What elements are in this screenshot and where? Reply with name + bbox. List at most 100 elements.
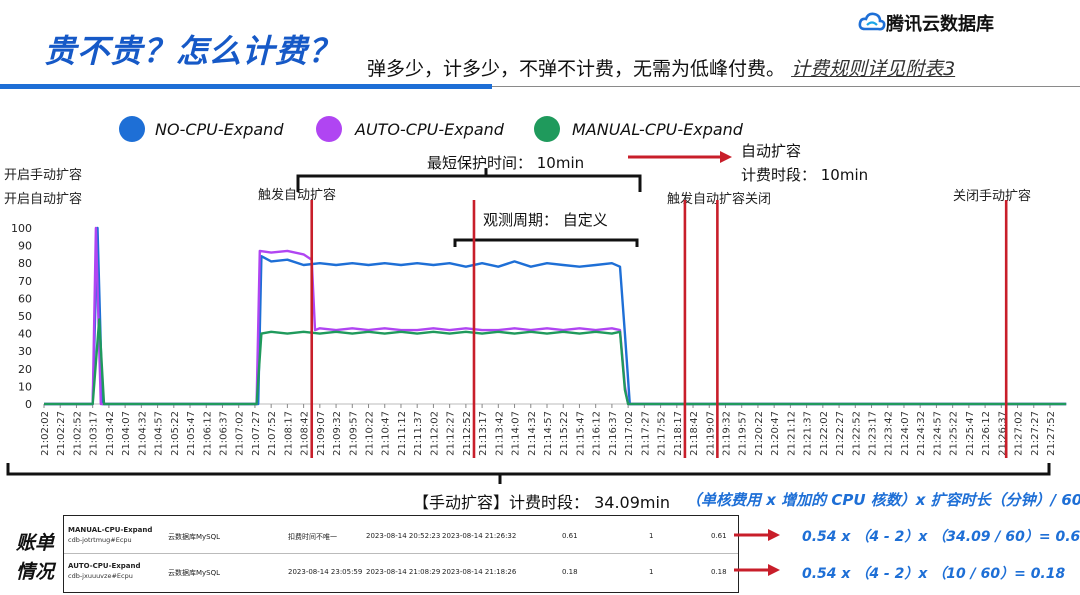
x-tick-label: 21:09:07 (316, 411, 327, 456)
x-tick-label: 21:14:32 (527, 411, 538, 456)
bill-row: MANUAL-CPU-Expand cdb-jotrtmug#Ecpu 云数据库… (64, 516, 738, 553)
x-tick-label: 21:13:17 (478, 411, 489, 456)
y-tick-label: 20 (18, 363, 32, 376)
y-tick-label: 90 (18, 240, 32, 253)
x-tick-label: 21:11:12 (397, 411, 408, 456)
title-divider (0, 86, 1080, 87)
x-tick-label: 21:19:07 (705, 411, 716, 456)
y-tick-label: 50 (18, 310, 32, 323)
x-tick-label: 21:16:37 (608, 411, 619, 456)
x-tick-label: 21:27:52 (1046, 411, 1057, 456)
x-tick-label: 21:07:27 (251, 411, 262, 456)
x-tick-label: 21:17:27 (640, 411, 651, 456)
annotation-observe-period: 观测周期： 自定义 (483, 211, 608, 229)
bill-qty: 1 (649, 532, 654, 540)
legend-label-auto-expand: AUTO-CPU-Expand (355, 120, 504, 139)
legend-label-no-expand: NO-CPU-Expand (155, 120, 284, 139)
bill-note: 2023-08-14 23:05:59 (288, 568, 363, 576)
x-tick-label: 21:26:12 (981, 411, 992, 456)
bill-id: cdb-jotrtmug#Ecpu (68, 536, 132, 544)
x-tick-label: 21:12:52 (462, 411, 473, 456)
x-tick-label: 21:14:57 (543, 411, 554, 456)
bill-title-1: 账单 (16, 532, 55, 554)
bill-formula-auto: 0.54 x （4 - 2）x （10 / 60）= 0.18 (802, 566, 1066, 582)
annotation-trigger-auto-off: 触发自动扩容关闭 (667, 192, 772, 207)
chart-brackets (6, 151, 1051, 484)
chart-axes: 0 10 20 30 40 50 60 70 80 90 100 21:02:02 21:02:27 21… (11, 222, 1057, 456)
annotation-trigger-auto: 触发自动扩容 (258, 188, 337, 203)
x-tick-label: 21:17:52 (657, 411, 668, 456)
x-tick-label: 21:22:27 (835, 411, 846, 456)
bill-name: AUTO-CPU-Expand (68, 562, 141, 570)
x-tick-label: 21:05:47 (186, 411, 197, 456)
x-tick-label: 21:14:07 (511, 411, 522, 456)
x-tick-label: 21:20:47 (770, 411, 781, 456)
x-tick-label: 21:12:02 (429, 411, 440, 456)
page-title: 贵不贵？怎么计费？ (44, 32, 342, 70)
bill-row: AUTO-CPU-Expand cdb-jxuuuvze#Ecpu 云数据库My… (64, 554, 738, 591)
bill-name: MANUAL-CPU-Expand (68, 526, 153, 534)
x-tick-label: 21:02:27 (56, 411, 67, 456)
bill-product: 云数据库MySQL (168, 533, 221, 541)
annotation-auto-expand: 自动扩容 (741, 142, 802, 160)
subtitle-text: 弹多少，计多少，不弹不计费，无需为低峰付费。 (367, 58, 786, 80)
legend-dot-no-expand (119, 116, 145, 142)
annotation-manual-on: 开启手动扩容 (4, 168, 83, 183)
bill-cell-resource: MANUAL-CPU-Expand cdb-jotrtmug#Ecpu (68, 526, 152, 544)
x-tick-label: 21:03:42 (105, 411, 116, 456)
arrow-head (768, 564, 780, 576)
bill-table: MANUAL-CPU-Expand cdb-jotrtmug#Ecpu 云数据库… (63, 515, 739, 593)
bill-start: 2023-08-14 20:52:23 (366, 532, 441, 540)
annotation-auto-on: 开启自动扩容 (4, 192, 83, 207)
x-tick-label: 21:10:22 (365, 411, 376, 456)
x-tick-label: 21:21:37 (803, 411, 814, 456)
x-tick-label: 21:08:17 (283, 411, 294, 456)
x-tick-label: 21:22:52 (851, 411, 862, 456)
y-tick-label: 70 (18, 275, 32, 288)
bill-note: 扣费时间不唯一 (288, 533, 337, 541)
bill-cell-resource: AUTO-CPU-Expand cdb-jxuuuvze#Ecpu (68, 562, 141, 580)
x-tick-label: 21:10:47 (381, 411, 392, 456)
y-tick-label: 0 (25, 398, 32, 411)
subtitle: 弹多少，计多少，不弹不计费，无需为低峰付费。 计费规则详见附表3 (367, 54, 955, 81)
y-tick-label: 40 (18, 328, 32, 341)
bill-end: 2023-08-14 21:26:32 (442, 532, 517, 540)
chart-series (44, 226, 1067, 406)
bill-divider (64, 553, 738, 554)
x-tick-label: 21:09:32 (332, 411, 343, 456)
x-tick-label: 21:15:47 (575, 411, 586, 456)
bill-title-2: 情况 (16, 561, 55, 583)
annotation-billing-period: 计费时段： 10min (741, 166, 869, 184)
cloud-logo-icon (858, 11, 886, 37)
x-tick-label: 21:18:17 (673, 411, 684, 456)
y-tick-label: 10 (18, 380, 32, 393)
x-tick-label: 21:03:17 (89, 411, 100, 456)
x-tick-label: 21:06:12 (202, 411, 213, 456)
x-tick-label: 21:25:47 (965, 411, 976, 456)
series-line-auto-cpu-expand (44, 226, 1067, 406)
x-tick-label: 21:24:57 (932, 411, 943, 456)
legend-dot-manual-expand (534, 116, 560, 142)
bill-start: 2023-08-14 21:08:29 (366, 568, 441, 576)
x-tick-label: 21:24:32 (916, 411, 927, 456)
x-tick-label: 21:07:02 (235, 411, 246, 456)
bill-product: 云数据库MySQL (168, 569, 221, 577)
bill-amount: 0.61 (711, 532, 727, 540)
x-tick-label: 21:09:57 (348, 411, 359, 456)
annotation-manual-off: 关闭手动扩容 (953, 189, 1032, 204)
y-tick-label: 60 (18, 292, 32, 305)
arrow-head (768, 529, 780, 541)
manual-charge-text: 【手动扩容】计费时段： 34.09min (413, 493, 671, 512)
x-tick-label: 21:02:52 (72, 411, 83, 456)
x-tick-label: 21:20:22 (754, 411, 765, 456)
billing-rules-link[interactable]: 计费规则详见附表3 (791, 58, 956, 80)
bill-price: 0.61 (562, 532, 578, 540)
x-tick-label: 21:21:12 (786, 411, 797, 456)
x-tick-label: 21:04:32 (137, 411, 148, 456)
y-tick-label: 100 (11, 222, 32, 235)
bill-end: 2023-08-14 21:18:26 (442, 568, 517, 576)
x-tick-label: 21:19:32 (721, 411, 732, 456)
x-tick-label: 21:16:12 (592, 411, 603, 456)
x-tick-label: 21:07:52 (267, 411, 278, 456)
